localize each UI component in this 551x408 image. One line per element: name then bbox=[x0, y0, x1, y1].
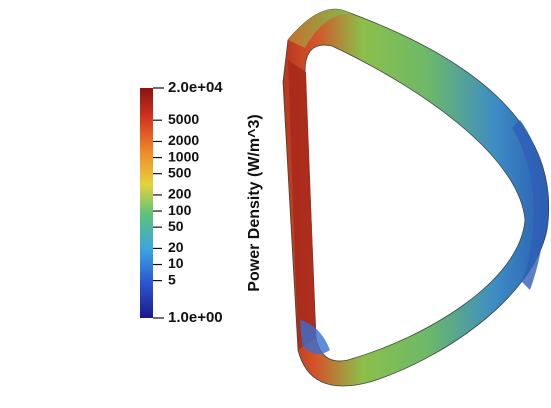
colorbar bbox=[140, 88, 153, 318]
screen: 1.0e+00 2.0e+04 51020 50100200 50010002000 50… bbox=[0, 0, 551, 408]
range-label: 1.0e+00 bbox=[168, 309, 223, 326]
tick-label: 10 bbox=[168, 255, 184, 271]
tick-label: 500 bbox=[168, 164, 192, 180]
range-label: 2.0e+04 bbox=[168, 79, 223, 96]
tick-label: 100 bbox=[168, 202, 192, 218]
tick-label: 5000 bbox=[168, 111, 199, 127]
colorbar-title: Power Density (W/m^3) bbox=[246, 114, 263, 291]
tick-label: 1000 bbox=[168, 148, 199, 164]
tick-label: 200 bbox=[168, 186, 192, 202]
tick-label: 2000 bbox=[168, 132, 199, 148]
geometry-render bbox=[283, 9, 549, 386]
tick-label: 20 bbox=[168, 239, 184, 255]
tick-label: 50 bbox=[168, 218, 184, 234]
tick-label: 5 bbox=[168, 271, 176, 287]
